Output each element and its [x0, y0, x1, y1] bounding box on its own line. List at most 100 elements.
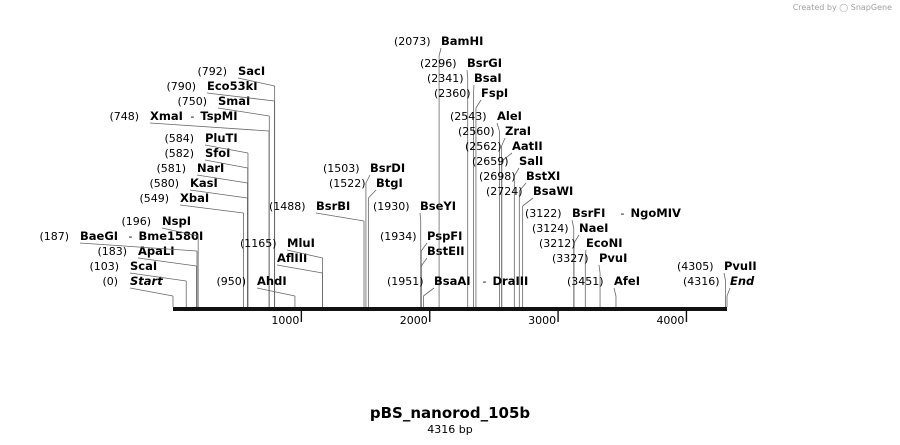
enzyme-name: PvuII [724, 259, 757, 273]
enzyme-name: BsrBI [316, 199, 350, 213]
site-leader [613, 287, 617, 297]
site-position: (2659) [472, 155, 509, 168]
enzyme-name: ScaI [130, 259, 157, 273]
enzyme-name: FspI [481, 86, 508, 100]
site-leader [276, 264, 323, 274]
enzyme-name: EcoNI [586, 236, 622, 250]
site-position: (2360) [434, 87, 471, 100]
enzyme-name: PluTI [205, 131, 238, 145]
enzyme-name: TspMI [200, 109, 237, 123]
site-position: (1934) [380, 230, 417, 243]
site-leader [420, 242, 428, 252]
enzyme-name: ApaLI [138, 244, 175, 258]
site-leader [196, 174, 248, 184]
enzyme-name: ZraI [505, 124, 531, 138]
enzyme-name: MluI [287, 236, 315, 250]
site-position: (950) [217, 275, 247, 288]
site-position: (196) [122, 215, 152, 228]
site-leader [79, 242, 198, 252]
enzyme-name: NarI [197, 161, 224, 175]
name-separator: - [129, 230, 133, 243]
site-position: (1488) [269, 200, 306, 213]
site-leader [179, 204, 244, 214]
enzyme-name: BsrDI [370, 161, 405, 175]
site-position: (2296) [420, 57, 457, 70]
site-leader [513, 167, 520, 177]
enzyme-name: AleI [497, 109, 522, 123]
enzyme-name: XbaI [180, 191, 209, 205]
enzyme-name: PspFI [427, 229, 462, 243]
enzyme-name: End [730, 274, 755, 288]
site-position: (2698) [479, 170, 516, 183]
site-leader [438, 47, 442, 57]
enzyme-name: BstEII [427, 244, 465, 258]
site-position: (2724) [486, 185, 523, 198]
site-leader [598, 264, 601, 274]
enzyme-name: AflIII [277, 251, 307, 265]
enzyme-name: BsaAI [434, 274, 471, 288]
site-leader [496, 122, 500, 132]
site-position: (2562) [465, 140, 502, 153]
credit-prefix: Created by [792, 3, 837, 12]
site-position: (581) [157, 162, 187, 175]
site-position: (3212) [539, 237, 576, 250]
site-leader [475, 99, 482, 109]
site-position: (1503) [323, 162, 360, 175]
site-leader [129, 287, 174, 297]
enzyme-name: BsrFI [572, 206, 605, 220]
backbone-bar [173, 307, 727, 311]
enzyme-name: SfoI [205, 146, 230, 160]
snapgene-logo-icon: ◯ [839, 3, 849, 12]
site-leader [501, 137, 506, 147]
snapgene-credit: Created by ◯ SnapGene [793, 3, 892, 12]
enzyme-name: DraIII [493, 274, 529, 288]
ruler-tick-label: 3000 [528, 314, 556, 327]
site-leader [315, 212, 365, 222]
site-leader [137, 257, 197, 267]
ruler-tick-label: 4000 [656, 314, 684, 327]
map-title: pBS_nanorod_105b [369, 404, 531, 422]
enzyme-name: AatII [512, 139, 543, 153]
site-position: (580) [150, 177, 180, 190]
site-position: (2341) [427, 72, 464, 85]
site-leader [571, 219, 575, 229]
enzyme-name: PvuI [599, 251, 627, 265]
site-leader [161, 227, 199, 237]
site-position: (582) [165, 147, 195, 160]
site-position: (2560) [458, 125, 495, 138]
enzyme-name: XmaI [150, 109, 183, 123]
credit-brand: SnapGene [850, 3, 892, 12]
enzyme-name: BseYI [420, 199, 456, 213]
map-length: 4316 bp [427, 423, 473, 436]
site-leader [723, 272, 726, 282]
site-position: (4305) [677, 260, 714, 273]
site-leader [423, 287, 435, 297]
enzyme-name: SacI [238, 64, 265, 78]
enzyme-name: NspI [162, 214, 191, 228]
name-separator: - [483, 275, 487, 288]
site-position: (790) [167, 80, 197, 93]
site-leader [473, 84, 475, 94]
site-position: (3124) [532, 222, 569, 235]
site-position: (3122) [525, 207, 562, 220]
site-leader [256, 287, 296, 297]
site-leader [368, 189, 377, 199]
site-position: (792) [198, 65, 228, 78]
site-leader [726, 287, 731, 297]
site-position: (549) [140, 192, 170, 205]
site-leader [129, 272, 187, 282]
site-position: (2073) [394, 35, 431, 48]
site-leader [501, 152, 513, 162]
site-position: (3451) [567, 275, 604, 288]
site-leader [420, 257, 428, 267]
enzyme-name: KasI [190, 176, 218, 190]
site-position: (1165) [240, 237, 277, 250]
enzyme-name: BstXI [526, 169, 560, 183]
site-leader [204, 159, 248, 169]
enzyme-name: NgoMIV [631, 206, 681, 220]
enzyme-name: BamHI [441, 34, 483, 48]
site-leader [237, 77, 275, 87]
site-position: (1951) [387, 275, 424, 288]
enzyme-name: AhdI [257, 274, 287, 288]
site-leader [573, 234, 580, 244]
